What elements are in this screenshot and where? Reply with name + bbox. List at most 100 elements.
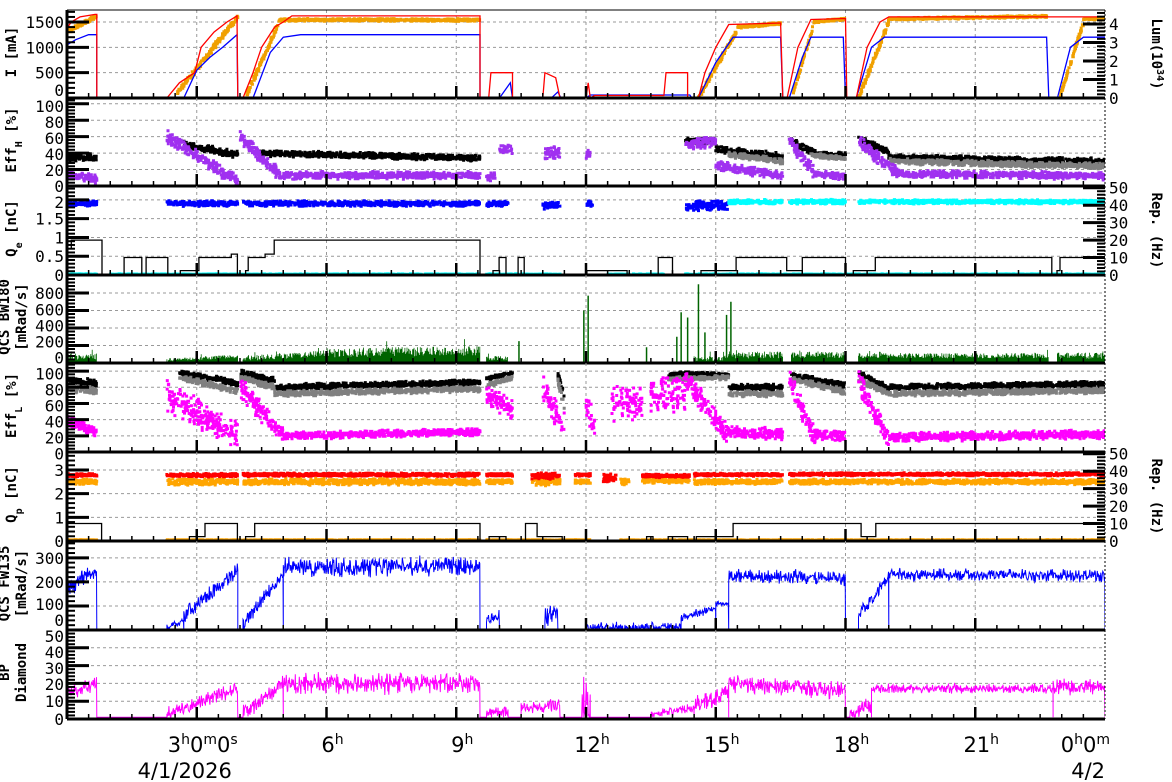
label-subscript: e	[14, 242, 25, 248]
scatter-points-EffH_purple	[485, 171, 497, 183]
scatter-points-EffL_gray	[727, 389, 785, 399]
y-axis-label: QCS BW180	[0, 279, 13, 355]
impulse-band-BW180	[486, 353, 508, 363]
y-tick-label: 2	[54, 485, 64, 504]
impulse-band-BW180	[858, 349, 1049, 363]
y-tick-label: 40	[45, 413, 64, 432]
scatter-points-EffL_gray	[178, 375, 239, 395]
tick-unit: h	[860, 732, 869, 748]
y-tick-label: 1500	[25, 13, 64, 32]
right-tick-label: 0	[1109, 532, 1119, 551]
tick-value: 0	[217, 733, 230, 757]
label-part: [nC]	[4, 466, 20, 508]
scatter-points-Qe_cyan	[788, 197, 847, 206]
scatter-points-EffL_magenta	[684, 372, 731, 443]
right-tick-label: 20	[1109, 231, 1128, 250]
scatter-points-EffH_purple	[543, 145, 562, 161]
right-tick-label: 40	[1109, 196, 1128, 215]
scatter-points-EffL_black	[239, 368, 276, 384]
scatter-points-EffL_black	[178, 369, 240, 388]
x-tick-label: 3h0m0s	[168, 732, 238, 757]
scatter-points-Qp_red	[692, 471, 784, 478]
y-tick-label: 40	[45, 145, 64, 164]
right-tick-label: 1	[1109, 71, 1119, 90]
y-tick-label: 200	[35, 333, 64, 352]
right-tick-label: 10	[1109, 515, 1128, 534]
scatter-points-EffH_purple	[498, 143, 514, 155]
scatter-points-Qp_red	[601, 472, 618, 484]
series-group	[67, 672, 1105, 718]
scatter-points-EffL_gray	[273, 385, 482, 398]
tick-value: 9	[451, 733, 464, 757]
tick-unit: h	[601, 732, 610, 748]
y-tick-label: 10	[45, 692, 64, 711]
scatter-points-EffL_gray	[239, 375, 276, 391]
y-axis-label: Diamond	[14, 643, 30, 702]
y-tick-label: 100	[35, 595, 64, 614]
y-tick-label: 400	[35, 317, 64, 336]
scatter-points-Qp_red	[165, 471, 239, 479]
scatter-points-Qp_red	[67, 472, 99, 479]
y-tick-label: 100	[35, 97, 64, 116]
scatter-points-Qe_blue	[585, 199, 594, 208]
tick-value: 12	[574, 733, 601, 757]
scatter-points-Qe_blue	[165, 199, 240, 208]
scatter-points-EffH_black	[182, 139, 240, 159]
right-tick-label: 4	[1109, 15, 1119, 34]
scatter-points-EffL_magenta	[239, 379, 285, 441]
label-part: QCS FW135	[0, 546, 13, 622]
label-subscript: p	[14, 508, 25, 514]
scatter-points-Qe_blue	[242, 199, 481, 208]
y-tick-label: 40	[45, 643, 64, 662]
scatter-points-I_LER_orange	[887, 13, 1049, 22]
tick-unit: h	[731, 732, 740, 748]
y-tick-label: 50	[45, 627, 64, 646]
scatter-points-Qe_blue	[541, 200, 562, 211]
series-group	[67, 368, 1105, 447]
x-tick-label: 18h	[834, 732, 870, 757]
scatter-points-I_LER_orange	[176, 14, 240, 95]
tick-value: 15	[704, 733, 731, 757]
label-part: [mRad/s]	[14, 550, 30, 617]
scatter-points-Qp_red	[530, 471, 561, 481]
scatter-points-Qp_red	[641, 472, 691, 480]
scatter-points-EffL_black	[667, 370, 687, 379]
scatter-points-I_LER_orange	[857, 18, 890, 98]
tick-value: 18	[834, 733, 861, 757]
label-subscript: L	[14, 407, 25, 413]
scatter-points-EffH_purple	[714, 160, 785, 181]
x-tick-label: 15h	[704, 732, 740, 757]
y-tick-label: 0.5	[35, 247, 64, 266]
scatter-points-EffL_black	[273, 378, 482, 392]
y-tick-label: 30	[45, 659, 64, 678]
tick-value: 0	[1083, 733, 1096, 757]
scatter-points-Qp_orange	[573, 478, 592, 486]
y-tick-label: 0	[54, 710, 64, 729]
tick-value: 3	[168, 733, 181, 757]
label-part: Q	[4, 514, 20, 522]
tick-unit: h	[465, 732, 474, 748]
scatter-points-I_LER_orange	[1059, 23, 1085, 98]
right-tick-label: 30	[1109, 214, 1128, 233]
y-axis-label: I [mA]	[4, 27, 20, 78]
scatter-points-Qe_blue	[67, 199, 99, 208]
trace-BP	[67, 672, 1105, 718]
scatter-points-EffL_black	[790, 372, 846, 389]
scatter-points-EffH_purple	[238, 130, 281, 179]
x-tick-label: 9h	[451, 732, 473, 757]
x-tick-label: 6h	[321, 732, 343, 757]
label-part: [%]	[4, 107, 20, 141]
label-part: Rep. (Hz)	[1148, 459, 1164, 535]
y-tick-label: 1	[54, 228, 64, 247]
impulse-band-BW180	[693, 351, 729, 363]
y-tick-label: 300	[35, 549, 64, 568]
y-tick-label: 200	[35, 573, 64, 592]
scatter-points-EffH_purple	[278, 170, 482, 181]
scatter-points-EffH_purple	[858, 136, 899, 179]
scatter-points-EffH_gray	[887, 156, 1105, 171]
scatter-points-I_LER_orange	[67, 14, 98, 35]
tick-unit: h	[1074, 732, 1083, 748]
scatter-points-EffH_purple	[814, 169, 846, 181]
